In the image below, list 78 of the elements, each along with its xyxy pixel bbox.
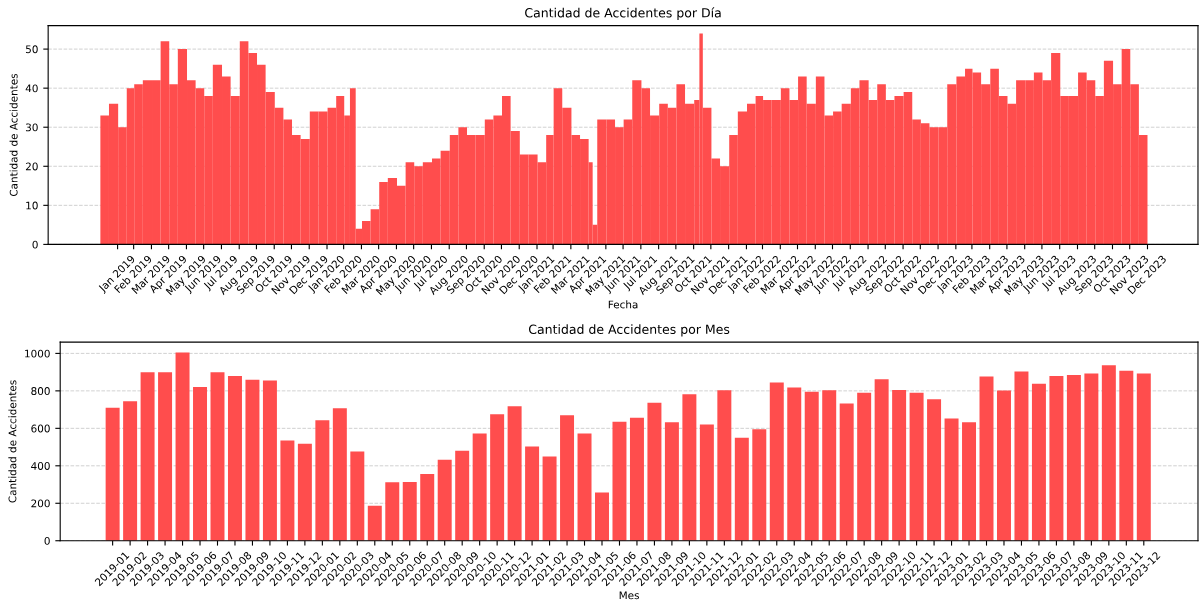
bar xyxy=(490,414,505,541)
bar xyxy=(297,443,312,541)
bar xyxy=(1084,373,1099,541)
bar xyxy=(402,482,417,541)
bar xyxy=(175,352,190,541)
bar xyxy=(140,372,155,541)
bar xyxy=(542,456,557,541)
y-tick-label: 1000 xyxy=(25,349,50,358)
bar xyxy=(455,450,470,541)
bar xyxy=(577,433,592,541)
bar xyxy=(664,422,679,541)
bar xyxy=(123,401,138,541)
y-tick-label: 10 xyxy=(26,201,38,210)
bar xyxy=(1066,374,1081,541)
bar xyxy=(595,492,609,541)
x-axis-title: Fecha xyxy=(608,300,638,309)
bar xyxy=(804,391,819,541)
bar xyxy=(822,390,837,541)
bar xyxy=(857,392,872,541)
bar xyxy=(996,390,1011,541)
bar xyxy=(367,505,382,541)
bar xyxy=(315,420,330,541)
bar xyxy=(979,376,994,541)
bar xyxy=(927,399,942,541)
bar xyxy=(1136,373,1151,541)
bar xyxy=(944,418,959,541)
bar xyxy=(1014,371,1029,541)
y-tick-label: 0 xyxy=(32,240,38,249)
bar xyxy=(1049,375,1064,541)
bar xyxy=(350,451,365,541)
bar xyxy=(909,392,924,541)
bar xyxy=(210,372,225,541)
bar xyxy=(752,429,767,541)
bar xyxy=(280,440,295,541)
bar xyxy=(105,407,120,541)
bar xyxy=(1119,370,1134,541)
y-tick-label: 20 xyxy=(25,162,38,171)
y-tick-label: 0 xyxy=(44,536,50,545)
bar xyxy=(245,379,260,541)
bar xyxy=(717,390,732,541)
bar xyxy=(699,424,714,541)
bar xyxy=(193,387,208,541)
bar xyxy=(507,406,522,541)
bar xyxy=(227,375,242,541)
x-axis-title: Mes xyxy=(619,591,639,600)
chart-title: Cantidad de Accidentes por Mes xyxy=(528,324,730,337)
bar xyxy=(158,372,173,541)
bar xyxy=(332,408,347,541)
bar xyxy=(385,482,400,541)
y-tick-label: 40 xyxy=(25,84,38,93)
y-axis-title: Cantidad de Accidentes xyxy=(8,380,17,503)
chart-title: Cantidad de Accidentes por Día xyxy=(525,7,721,20)
bar xyxy=(437,459,452,541)
bar xyxy=(647,402,662,541)
bar xyxy=(472,433,487,541)
bar xyxy=(769,382,784,541)
bar xyxy=(420,474,435,541)
bar xyxy=(962,422,977,541)
y-tick-label: 50 xyxy=(25,45,38,54)
y-tick-label: 800 xyxy=(31,387,50,395)
bar xyxy=(525,446,540,541)
y-tick-label: 600 xyxy=(31,424,50,433)
bar xyxy=(612,421,627,541)
y-tick-label: 400 xyxy=(31,462,50,470)
bar xyxy=(1031,383,1046,541)
y-tick-label: 200 xyxy=(31,499,50,508)
bar xyxy=(560,415,575,541)
y-axis-title: Cantidad de Accidentes xyxy=(9,73,18,197)
bar xyxy=(839,403,854,541)
bar xyxy=(629,417,644,541)
bar xyxy=(874,379,889,541)
y-tick-label: 30 xyxy=(25,123,38,132)
bar xyxy=(787,387,802,541)
bar xyxy=(892,389,907,541)
bar xyxy=(682,394,697,541)
bar xyxy=(734,437,749,541)
bar xyxy=(262,380,277,541)
bar xyxy=(1101,365,1116,541)
